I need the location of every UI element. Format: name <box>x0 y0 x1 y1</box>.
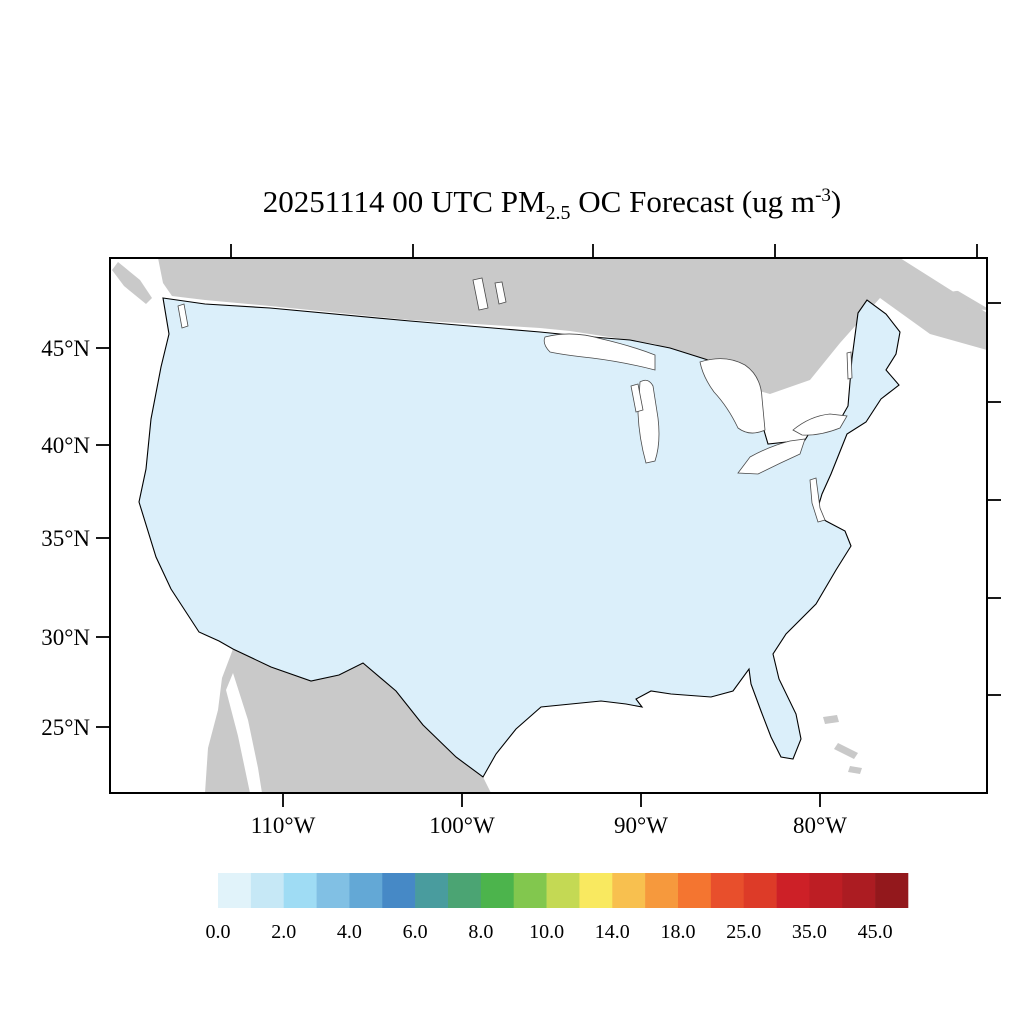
plot-frame <box>109 257 988 794</box>
mexico-landmass <box>205 649 491 793</box>
colorbar-tick-label: 8.0 <box>468 921 493 943</box>
axis-ticks <box>96 244 1001 807</box>
colorbar-segment <box>743 873 777 908</box>
chesapeake-bay <box>809 477 826 523</box>
green-bay <box>630 383 644 413</box>
colorbar-labels: 0.0 2.0 4.0 6.0 8.0 10.0 14.0 18.0 25.0 35.0 45.0 <box>206 921 893 943</box>
gulf-of-california <box>226 673 262 793</box>
lat-label: 45°N <box>41 336 90 361</box>
colorbar-segment <box>448 873 482 908</box>
colorbar-tick-label: 6.0 <box>403 921 428 943</box>
colorbar-tick-label: 25.0 <box>726 921 761 943</box>
great-lakes <box>177 277 853 523</box>
puget-sound <box>177 303 189 329</box>
lake-huron <box>699 358 766 434</box>
title-subscript: 2.5 <box>545 202 571 224</box>
lat-label: 25°N <box>41 715 90 740</box>
colorbar-tick-label: 45.0 <box>858 921 893 943</box>
lake-superior <box>543 333 656 371</box>
colorbar-segment <box>645 873 679 908</box>
colorbar-segment <box>283 873 317 908</box>
colorbar-segment <box>809 873 843 908</box>
lon-label: 80°W <box>793 813 847 838</box>
colorbar-segment <box>316 873 350 908</box>
colorbar <box>218 873 909 908</box>
lat-label: 40°N <box>41 433 90 458</box>
chart-title: 20251114 00 UTC PM2.5 OC Forecast (ug m-… <box>80 184 1024 223</box>
colorbar-segment <box>710 873 745 908</box>
lon-label: 90°W <box>614 813 668 838</box>
colorbar-segment <box>579 873 613 908</box>
colorbar-tick-label: 35.0 <box>792 921 827 943</box>
colorbar-tick-label: 0.0 <box>206 921 231 943</box>
colorbar-segment <box>842 873 876 908</box>
colorbar-segment <box>382 873 416 908</box>
lake-manitoba <box>494 281 507 305</box>
colorbar-segment <box>678 873 712 908</box>
bahamas-island <box>848 766 862 774</box>
colorbar-segment <box>480 873 515 908</box>
vancouver-island <box>112 262 152 304</box>
colorbar-segment <box>875 873 909 908</box>
lon-label: 110°W <box>251 813 316 838</box>
lake-michigan <box>637 379 660 464</box>
lake-erie <box>737 438 806 475</box>
colorbar-segment <box>546 873 580 908</box>
colorbar-segment <box>513 873 547 908</box>
bahamas-island <box>823 715 839 724</box>
title-text: 20251114 00 UTC PM <box>262 184 546 219</box>
colorbar-segment <box>218 873 252 908</box>
colorbar-tick-label: 10.0 <box>529 921 564 943</box>
lat-label: 30°N <box>41 625 90 650</box>
lake-winnipeg <box>472 277 489 311</box>
canada-landmass <box>158 258 987 394</box>
colorbar-tick-label: 2.0 <box>271 921 296 943</box>
title-mid: OC Forecast (ug m <box>570 184 816 219</box>
colorbar-segment <box>349 873 383 908</box>
bahamas-island <box>834 743 858 759</box>
gulf-of-st-lawrence <box>902 258 987 308</box>
colorbar-tick-label: 18.0 <box>661 921 696 943</box>
lake-champlain <box>846 351 853 380</box>
lon-label: 100°W <box>429 813 495 838</box>
lat-label: 35°N <box>41 526 90 551</box>
colorbar-segment <box>250 873 285 908</box>
colorbar-segment <box>415 873 449 908</box>
colorbar-tick-label: 14.0 <box>595 921 630 943</box>
lake-ontario <box>792 413 848 436</box>
colorbar-segment <box>612 873 646 908</box>
map-area <box>110 258 987 793</box>
colorbar-tick-label: 4.0 <box>337 921 362 943</box>
title-superscript: -3 <box>815 185 831 206</box>
axis-labels: 45°N 40°N 35°N 30°N 25°N 110°W 100°W 90°W 80°W <box>41 336 847 838</box>
title-close: ) <box>830 184 842 219</box>
colorbar-segment <box>776 873 810 908</box>
